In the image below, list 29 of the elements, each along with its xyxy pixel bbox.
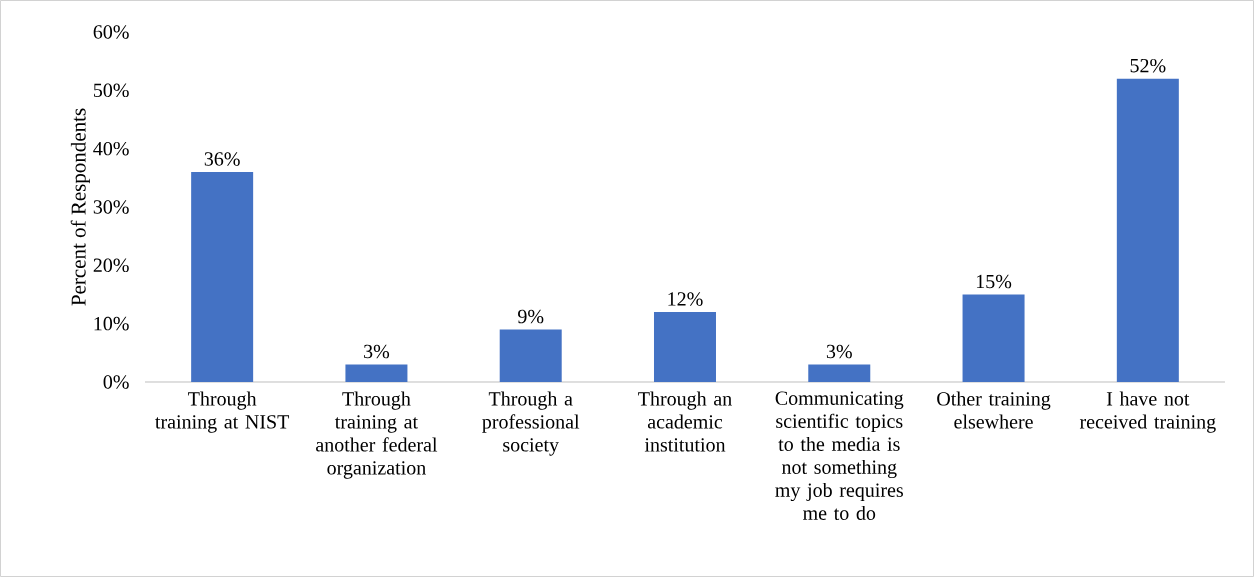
- y-tick-label: 30%: [93, 200, 129, 214]
- y-tick-label: 60%: [93, 25, 129, 39]
- data-label: 3%: [826, 344, 852, 359]
- bar: [1116, 78, 1179, 382]
- y-tick-label: 10%: [94, 316, 129, 331]
- x-tick-label: Through training at another federal organization: [316, 391, 438, 479]
- y-tick-label: 50%: [93, 83, 129, 98]
- x-tick-label: Through a professional society: [482, 391, 580, 456]
- bar: [653, 311, 716, 382]
- bar: [962, 294, 1025, 382]
- bar: [808, 364, 871, 382]
- bar: [499, 329, 562, 382]
- y-axis-title: Percent of Respondents: [70, 108, 90, 306]
- data-label: 36%: [204, 152, 240, 166]
- data-label: 3%: [364, 344, 390, 359]
- bar: [191, 171, 254, 382]
- x-tick-label: Other training elsewhere: [937, 391, 1051, 429]
- y-tick-label: 40%: [93, 141, 129, 156]
- data-label: 52%: [1130, 58, 1166, 73]
- data-label: 12%: [668, 292, 703, 306]
- bar: [345, 364, 408, 382]
- x-tick-label: I have not received training: [1079, 391, 1216, 433]
- data-label: 9%: [518, 309, 544, 324]
- data-label: 15%: [976, 274, 1012, 289]
- y-tick-label: 0%: [103, 375, 129, 389]
- x-tick-label: Communicating scientific topics to the media is not something my job requires me to do: [775, 391, 904, 520]
- x-tick-label: Through training at NIST: [155, 391, 290, 433]
- x-tick-label: Through an academic institution: [638, 391, 732, 452]
- y-tick-label: 20%: [93, 258, 129, 273]
